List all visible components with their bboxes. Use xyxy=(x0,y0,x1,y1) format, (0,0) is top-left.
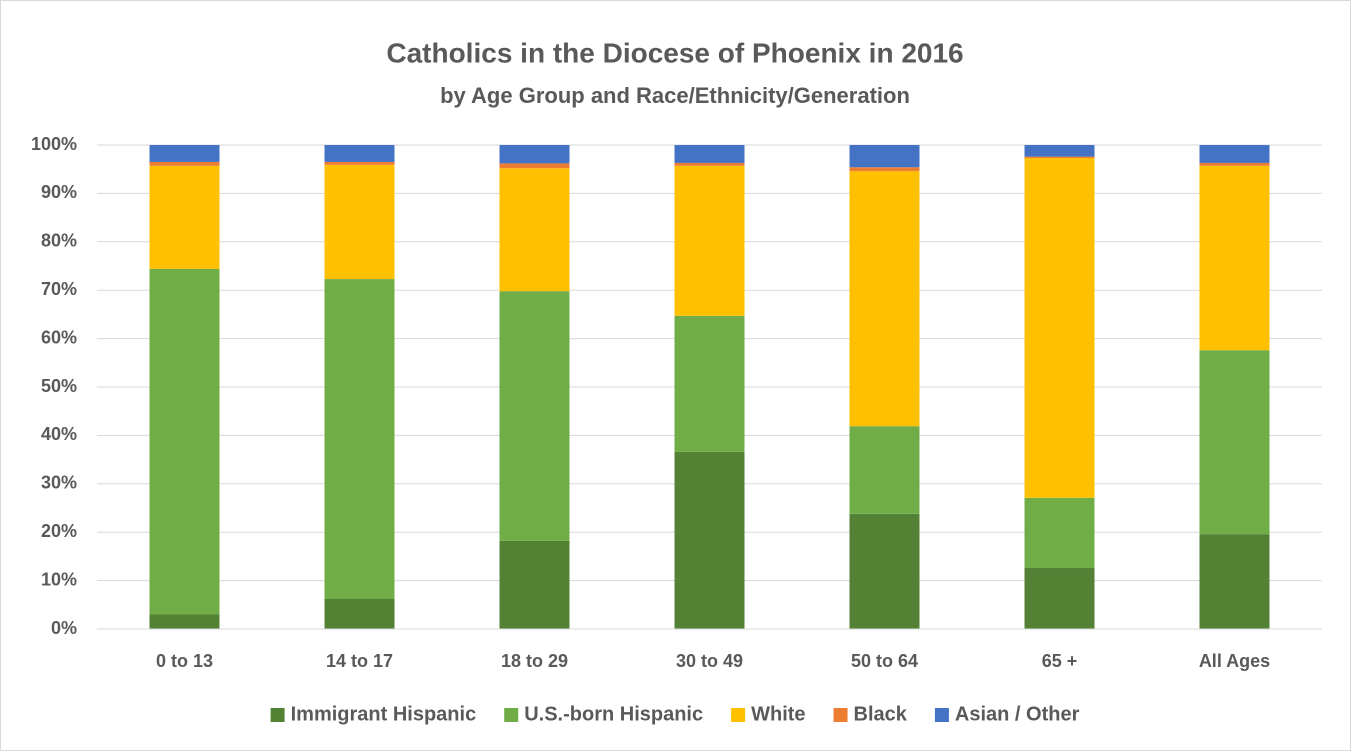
chart-title: Catholics in the Diocese of Phoenix in 2… xyxy=(386,37,963,68)
legend-swatch xyxy=(833,708,848,722)
bar-segment xyxy=(1024,156,1095,159)
bar-segment xyxy=(149,145,220,162)
bar-segment xyxy=(324,164,395,280)
y-tick-label: 60% xyxy=(41,327,77,347)
bar-segment xyxy=(849,145,920,168)
bar-segment xyxy=(149,161,220,166)
x-tick-label: All Ages xyxy=(1199,651,1270,671)
bar-segment xyxy=(674,451,745,629)
bar-segment xyxy=(674,315,745,452)
legend-swatch xyxy=(934,708,949,722)
bar-segment xyxy=(1199,162,1270,166)
bar-segment xyxy=(674,165,745,316)
bar-segment xyxy=(1024,497,1095,569)
x-tick-label: 14 to 17 xyxy=(326,651,393,671)
legend-swatch xyxy=(504,708,519,722)
y-tick-label: 100% xyxy=(31,134,77,154)
chart-subtitle: by Age Group and Race/Ethnicity/Generati… xyxy=(440,83,910,108)
bar-segment xyxy=(149,165,220,269)
bar-segment xyxy=(149,268,220,615)
y-tick-label: 70% xyxy=(41,279,77,299)
bar-segment xyxy=(499,540,570,629)
bar-segment xyxy=(324,279,395,599)
bar-segment xyxy=(149,614,220,629)
bar-segment xyxy=(499,168,570,292)
bar-segment xyxy=(1199,165,1270,351)
y-tick-label: 30% xyxy=(41,473,77,493)
bar-segment xyxy=(499,145,570,164)
bar-segment xyxy=(324,145,395,162)
bar-segment xyxy=(324,598,395,629)
bar-segment xyxy=(499,163,570,169)
bar-segment xyxy=(849,171,920,427)
bar-segment xyxy=(1024,568,1095,629)
x-tick-label: 0 to 13 xyxy=(156,651,213,671)
x-tick-label: 30 to 49 xyxy=(676,651,743,671)
bar-segment xyxy=(1199,350,1270,535)
bar-segment xyxy=(674,162,745,166)
y-tick-label: 20% xyxy=(41,521,77,541)
legend-label: Asian / Other xyxy=(955,703,1080,725)
x-tick-label: 50 to 64 xyxy=(851,651,918,671)
legend-swatch xyxy=(731,708,746,722)
y-tick-label: 90% xyxy=(41,182,77,202)
bar-segment xyxy=(324,161,395,165)
bar-segment xyxy=(1199,534,1270,629)
bar-segment xyxy=(674,145,745,163)
y-tick-label: 80% xyxy=(41,231,77,251)
y-tick-label: 0% xyxy=(51,618,77,638)
bar-segment xyxy=(1024,158,1095,498)
legend-label: Black xyxy=(854,703,908,725)
y-tick-label: 40% xyxy=(41,424,77,444)
x-tick-label: 65 + xyxy=(1042,651,1078,671)
x-tick-label: 18 to 29 xyxy=(501,651,568,671)
bar-segment xyxy=(849,167,920,172)
legend-swatch xyxy=(270,708,285,722)
bar-segment xyxy=(499,291,570,541)
y-tick-label: 10% xyxy=(41,569,77,589)
bar-segment xyxy=(849,513,920,629)
bar-segment xyxy=(849,426,920,514)
legend-label: U.S.-born Hispanic xyxy=(524,703,703,725)
legend-label: White xyxy=(751,703,805,725)
bar-segment xyxy=(1024,145,1095,157)
bar-segment xyxy=(1199,145,1270,163)
y-tick-label: 50% xyxy=(41,376,77,396)
legend-label: Immigrant Hispanic xyxy=(291,703,477,725)
